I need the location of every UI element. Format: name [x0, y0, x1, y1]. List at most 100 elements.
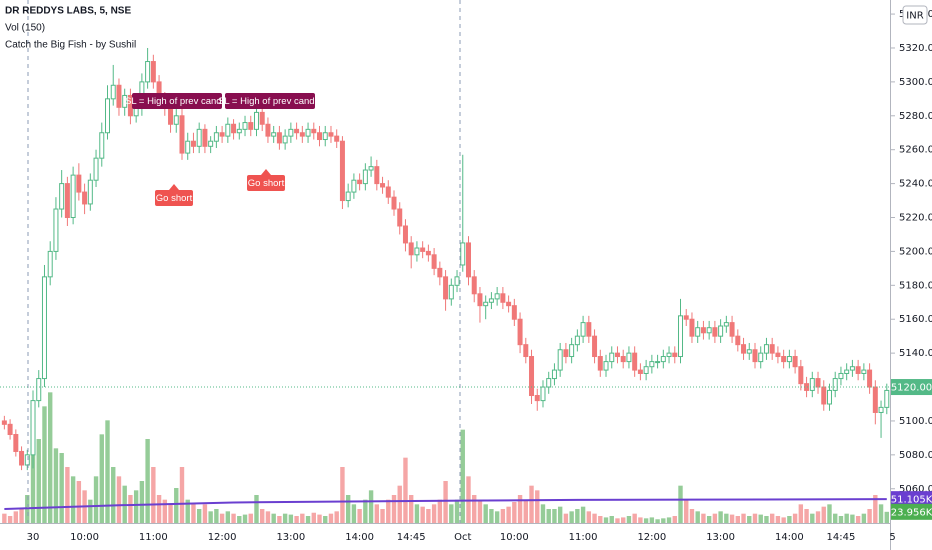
x-tick-label: 10:00 [500, 532, 529, 543]
volume-bar [769, 513, 775, 523]
volume-bar [282, 513, 288, 523]
candle-body [59, 183, 65, 210]
volume-bar [529, 485, 534, 523]
candle-body [786, 356, 792, 363]
candle-body [362, 169, 368, 185]
volume-bar [517, 495, 523, 523]
candle-body [368, 166, 374, 171]
candle-body [414, 247, 420, 256]
volume-bar [523, 499, 528, 523]
candle-body [557, 349, 563, 371]
volume-bar [225, 511, 231, 523]
candle-body [179, 115, 185, 154]
volume-bar [684, 499, 689, 523]
volume-bar [483, 504, 488, 523]
candle-body [105, 98, 111, 134]
volume-bar [798, 504, 804, 523]
candle-body [792, 356, 798, 368]
volume-bar [689, 509, 695, 523]
candle-body [425, 250, 431, 256]
candle-body [597, 356, 603, 371]
volume-bar [735, 516, 741, 523]
candle-body [471, 276, 477, 295]
volume-bar [477, 499, 483, 523]
candle-body [64, 183, 70, 219]
volume-bar [592, 513, 597, 523]
candle-body [706, 327, 712, 334]
volume-bar [151, 467, 156, 523]
volume-bar [666, 517, 672, 523]
entry-pointer [261, 169, 271, 175]
volume-bar [271, 513, 276, 523]
candle-body [683, 315, 689, 320]
volume-bar [838, 516, 844, 523]
volume-bar [472, 495, 477, 523]
volume-bar [105, 420, 110, 523]
plot-area [1, 47, 890, 523]
volume-bar [179, 467, 185, 523]
candle-body [826, 389, 832, 405]
candle-body [637, 369, 643, 374]
volume-bar [535, 490, 540, 523]
candle-body [36, 378, 42, 402]
volume-bar [672, 516, 677, 523]
candle-body [311, 128, 317, 134]
candle-body [202, 128, 208, 147]
candle-body [1, 420, 7, 425]
candle-body [24, 454, 30, 466]
candle-body [110, 84, 116, 100]
volume-bar [174, 488, 179, 523]
candle-body [253, 111, 259, 130]
x-tick-label: 14:45 [827, 532, 856, 543]
candle-body [431, 254, 437, 269]
candle-body [317, 132, 323, 141]
candle-body [305, 128, 311, 137]
volume-bar [792, 513, 798, 523]
candle-body [506, 301, 512, 307]
volume-bar [208, 511, 213, 523]
volume-bar [260, 509, 265, 523]
indicator-label: Catch the Big Fish - by Sushil [5, 40, 136, 51]
currency-badge[interactable] [902, 5, 928, 25]
candle-body [815, 378, 821, 388]
volume-bar [649, 517, 655, 523]
volume-bar [13, 511, 19, 523]
candle-body [454, 276, 460, 286]
volume-bar [403, 457, 408, 523]
candle-body [660, 356, 666, 363]
y-tick-label: 5240.00 [899, 179, 932, 190]
volume-bar [351, 504, 357, 523]
candle-body [643, 366, 649, 374]
candle-body [769, 344, 775, 354]
candle-body [328, 132, 334, 137]
candle-body [41, 276, 47, 380]
volume-bar [821, 506, 826, 523]
candle-body [208, 140, 214, 147]
candle-body [735, 335, 741, 346]
volume-bar [196, 509, 202, 523]
volume-bar [214, 509, 219, 523]
x-tick-label: 13:00 [276, 532, 305, 543]
volume-bar [328, 513, 334, 523]
candle-body [391, 196, 397, 210]
volume-bar [2, 513, 7, 523]
axes: 5060.00 5080.00 5100.00 5120.00 5140.00 5160.… [27, 9, 932, 543]
volume-bar [185, 499, 190, 523]
entry-box [155, 190, 193, 206]
volume-bar [242, 514, 248, 523]
candle-body [580, 322, 586, 337]
candle-body [592, 335, 598, 358]
volume-bar [758, 514, 763, 523]
candle-body [546, 378, 552, 388]
volume-last-label: 23.956K [891, 507, 932, 518]
volume-bar [111, 467, 116, 523]
candle-body [626, 352, 632, 363]
volume-bar [59, 453, 64, 523]
y-tick-label: 5100.00 [899, 416, 932, 427]
candle-body [93, 157, 99, 181]
candle-body [408, 242, 414, 256]
chart-title: DR REDDYS LABS, 5, NSE [5, 6, 131, 17]
candle-body [225, 123, 231, 137]
volume-bar [615, 518, 620, 523]
